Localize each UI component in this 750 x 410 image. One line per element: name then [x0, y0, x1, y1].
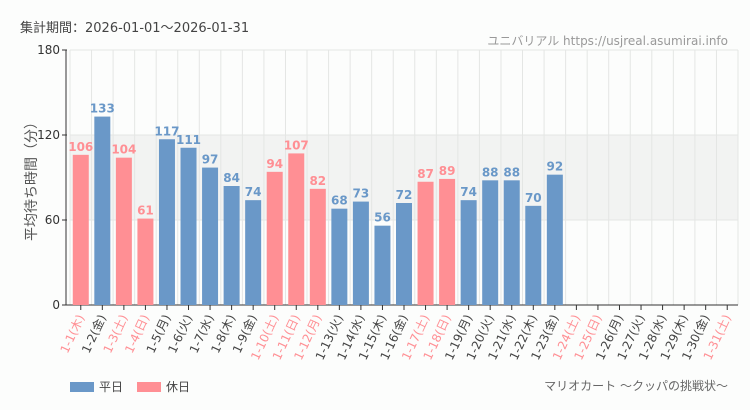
data-label: 74: [245, 185, 262, 199]
data-label: 133: [90, 102, 115, 116]
bar: [158, 139, 175, 305]
bar: [288, 153, 305, 305]
y-tick-label: 0: [52, 298, 60, 312]
y-tick-label: 60: [45, 213, 60, 227]
legend-swatch: [137, 381, 162, 392]
data-label: 117: [154, 124, 179, 138]
period-label: 集計期間：2026-01-01〜2026-01-31: [20, 21, 250, 36]
bar: [137, 218, 154, 305]
bar: [503, 180, 520, 305]
data-label: 56: [374, 211, 391, 225]
bar: [223, 186, 240, 305]
y-tick-label: 120: [37, 128, 60, 142]
bar: [525, 205, 542, 305]
attraction-name: マリオカート 〜クッパの挑戦状〜: [544, 379, 728, 393]
bar: [417, 181, 434, 305]
bar: [94, 116, 111, 305]
data-label: 88: [482, 165, 499, 179]
bar: [439, 178, 456, 305]
legend-holiday[interactable]: 休日: [137, 378, 190, 395]
data-label: 84: [223, 171, 240, 185]
data-label: 68: [331, 194, 348, 208]
data-label: 111: [176, 133, 201, 147]
data-label: 92: [546, 160, 563, 174]
source-label: ユニバリアル https://usjreal.asumirai.info: [487, 34, 728, 48]
legend-weekday[interactable]: 平日: [70, 378, 123, 395]
data-label: 72: [396, 188, 413, 202]
data-label: 87: [417, 167, 434, 181]
bar: [180, 147, 197, 305]
data-label: 88: [503, 165, 520, 179]
bar: [115, 157, 132, 305]
data-label: 82: [309, 174, 326, 188]
bar: [309, 188, 326, 305]
bar: [374, 225, 391, 305]
data-label: 107: [284, 138, 309, 152]
bar: [352, 201, 369, 305]
data-label: 104: [111, 143, 136, 157]
bar: [482, 180, 499, 305]
bar: [396, 203, 412, 305]
legend-label: 休日: [166, 380, 191, 394]
bar: [460, 200, 477, 305]
data-label: 106: [68, 140, 93, 154]
y-tick-label: 180: [37, 43, 60, 57]
bar: [72, 154, 89, 305]
legend: 平日 休日: [70, 378, 190, 395]
bar: [245, 200, 262, 305]
bar: [266, 171, 283, 305]
y-axis-label: 平均待ち時間（分）: [24, 115, 40, 241]
data-label: 61: [137, 204, 154, 218]
bar: [331, 208, 348, 305]
legend-label: 平日: [99, 380, 124, 394]
data-label: 74: [460, 185, 477, 199]
data-label: 70: [525, 191, 542, 205]
legend-swatch: [70, 381, 94, 392]
bar: [202, 167, 219, 305]
bar: [546, 174, 563, 305]
data-label: 89: [439, 164, 456, 178]
data-label: 94: [266, 157, 283, 171]
data-label: 97: [202, 153, 219, 167]
data-label: 73: [353, 187, 370, 201]
